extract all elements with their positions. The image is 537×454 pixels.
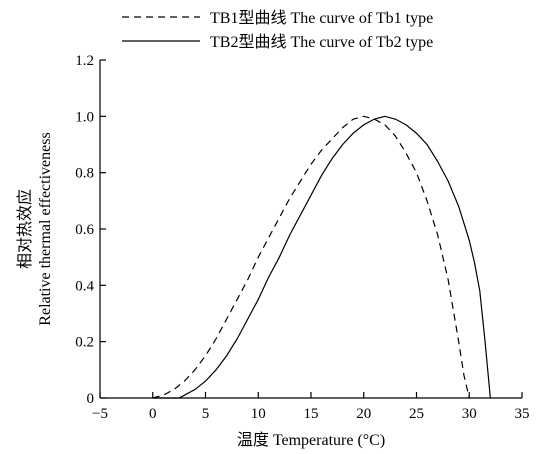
x-tick-label: 25 <box>409 406 424 422</box>
y-tick-label: 1.0 <box>75 109 94 125</box>
x-tick-label: 5 <box>202 406 210 422</box>
series-line-tb2 <box>152 115 491 399</box>
x-ticks: −5 0 5 10 15 20 25 30 35 <box>92 392 530 422</box>
y-ticks: 0 0.2 0.4 0.6 0.8 1.0 1.2 <box>75 53 106 407</box>
x-tick-label: 10 <box>251 406 266 422</box>
y-axis-title-en: Relative thermal effectiveness <box>37 132 54 325</box>
y-tick-label: 0.8 <box>75 166 94 182</box>
y-tick-label: 0.4 <box>75 278 94 294</box>
y-tick-label: 0.6 <box>75 222 94 238</box>
x-tick-label: 0 <box>149 406 157 422</box>
legend: TB1型曲线 The curve of Tb1 type TB2型曲线 The … <box>122 9 433 51</box>
legend-label-tb1: TB1型曲线 The curve of Tb1 type <box>210 9 433 27</box>
x-tick-label: 35 <box>515 406 530 422</box>
y-tick-label: 0.2 <box>75 335 94 351</box>
x-axis-title: 温度 Temperature (°C) <box>237 431 385 449</box>
x-tick-label: 20 <box>356 406 371 422</box>
x-tick-label: 15 <box>304 406 319 422</box>
legend-label-tb2: TB2型曲线 The curve of Tb2 type <box>210 33 433 51</box>
x-tick-label: 30 <box>462 406 477 422</box>
y-tick-label: 1.2 <box>75 53 94 69</box>
x-tick-label: −5 <box>92 406 108 422</box>
y-axis-title-cn: 相对热效应 <box>15 189 34 269</box>
y-tick-label: 0 <box>87 391 95 407</box>
series-line-tb1 <box>152 115 470 399</box>
